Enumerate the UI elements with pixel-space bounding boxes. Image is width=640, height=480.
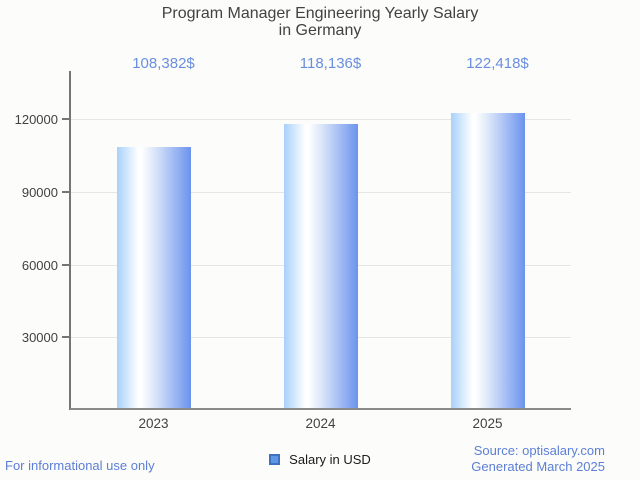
bar-2023 [116, 147, 191, 410]
bar-value-label: 108,382$ [132, 55, 195, 72]
x-category-label: 2025 [472, 416, 503, 431]
footer-source-block: Source: optisalary.com Generated March 2… [471, 443, 605, 475]
y-axis-tick [62, 336, 69, 339]
chart-title: Program Manager Engineering Yearly Salar… [0, 5, 640, 39]
footer-generated: Generated March 2025 [471, 459, 605, 474]
chart-title-line1: Program Manager Engineering Yearly Salar… [161, 5, 479, 22]
gridline [71, 119, 571, 120]
y-axis-tick [62, 190, 69, 193]
x-axis-line [70, 408, 571, 410]
legend-swatch-icon [269, 454, 281, 465]
legend-label: Salary in USD [289, 452, 371, 467]
y-axis-tick [62, 118, 69, 120]
chart-title-line2: in Germany [278, 22, 362, 39]
y-tick-label: 120000 [14, 112, 58, 127]
footer-source: Source: optisalary.com [473, 443, 605, 458]
bar-value-label: 118,136$ [299, 55, 362, 72]
y-tick-label: 30000 [21, 330, 58, 346]
footer-disclaimer: For informational use only [5, 458, 155, 473]
x-category-label: 2024 [305, 416, 336, 431]
y-axis-line [69, 71, 71, 410]
y-tick-label: 60000 [21, 257, 58, 273]
y-axis-tick [62, 263, 69, 266]
y-tick-label: 90000 [21, 184, 58, 200]
bar-2024 [283, 123, 358, 410]
bar-value-label: 122,418$ [466, 55, 529, 72]
x-category-label: 2023 [138, 416, 169, 431]
bar-2025 [450, 113, 525, 410]
legend: Salary in USD [0, 452, 640, 467]
